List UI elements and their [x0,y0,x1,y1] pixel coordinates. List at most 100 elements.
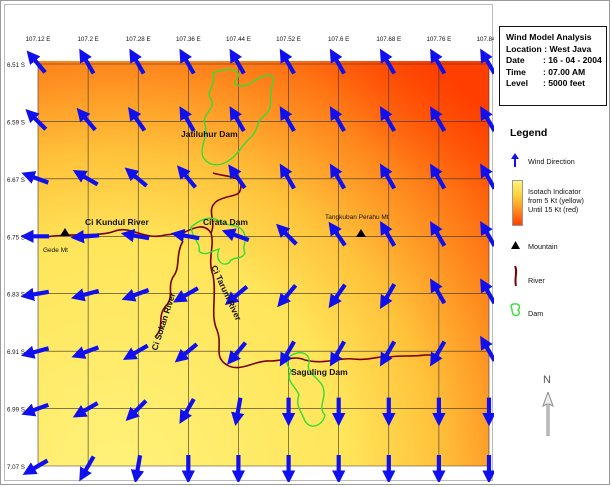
lat-tick-label: 7.07 S [7,464,25,471]
isotach-field-red-overlay [38,61,489,466]
wind-arrow [227,341,248,365]
wind-arrow [124,167,148,188]
north-arrow-icon [542,392,554,436]
wind-arrow [176,165,198,189]
wind-arrow [71,288,100,302]
mountain-legend-icon [511,241,520,249]
cirata-dam-label: Cirata Dam [203,217,248,227]
wind-arrow [70,229,100,244]
wind-arrow [480,48,494,75]
wind-arrow [26,50,47,74]
wind-arrow [379,283,397,310]
wind-arrow [328,283,347,309]
tangkuban-perahu-mt-label: Tangkuban Perahu Mt [325,214,389,221]
wind-arrow [221,228,250,242]
cirata-dam-outline [190,217,246,265]
legend-isotach-line3: Until 15 Kt (red) [528,205,579,214]
wind-arrow [22,458,49,475]
wind-arrow [120,228,150,243]
wind-arrow [179,397,196,424]
wind-arrow [231,397,245,427]
ci-sokan-river-line [154,240,184,338]
wind-arrow [279,340,296,367]
info-level-row: Level: 5000 feet [506,78,606,90]
wind-arrow [379,163,397,190]
ci-kundul-river-label: Ci Kundul River [85,217,149,227]
legend-river-label: River [528,276,545,285]
lon-tick-label: 107.36 E [176,36,201,43]
wind-arrow [379,220,397,247]
wind-arrow [20,287,50,302]
wind-arrow [279,163,296,190]
saguling-dam-outline [286,352,326,427]
lon-tick-label: 107.52 E [276,36,301,43]
info-level-value: 5000 feet [548,78,586,89]
wind-arrow [170,228,200,243]
legend-mountain-label: Mountain [528,242,558,251]
lon-tick-label: 107.76 E [426,36,451,43]
wind-arrow [430,340,447,367]
wind-direction-legend-icon [511,153,519,167]
coordinate-ticks: 107.12 E 107.2 E 107.28 E 107.36 E 107.44 E 1… [7,36,494,471]
lon-tick-label: 107.68 E [376,36,401,43]
wind-map[interactable]: 107.12 E 107.2 E 107.28 E 107.36 E 107.44 E 1… [5,5,494,482]
wind-arrow [21,171,50,185]
wind-arrow [229,48,246,75]
info-time-sep: : [543,66,549,77]
map-panel[interactable]: 107.12 E 107.2 E 107.28 E 107.36 E 107.44 E 1… [4,4,494,482]
wind-arrow [277,283,298,308]
wind-arrow [430,48,447,75]
wind-arrow [79,48,96,75]
info-location-value: West Java [549,43,592,54]
wind-arrow [179,106,196,133]
info-time-row: Time: 07.00 AM [506,67,606,79]
info-date-value: 16 - 04 - 2004 [548,55,602,66]
legend-wind-direction-label: Wind Direction [528,157,575,166]
lat-tick-label: 6.99 S [7,407,25,414]
info-location-row: Location : West Java [506,44,606,56]
wind-arrow [121,288,150,302]
wind-arrow [430,106,447,133]
wind-arrow [72,401,99,418]
lon-tick-label: 107.12 E [26,36,51,43]
lat-tick-label: 6.59 S [7,119,25,126]
info-title: Wind Model Analysis [506,32,592,42]
saguling-dam-label: Saguling Dam [291,367,348,377]
ci-tarum-river-line [182,226,437,369]
lat-tick-label: 6.51 S [7,62,25,69]
dam-outlines [190,68,326,427]
wind-arrow [125,399,148,422]
wind-arrow [172,286,199,303]
wind-arrow [276,223,298,246]
isotach-legend-swatch [512,180,523,226]
wind-arrow [329,48,347,75]
gede-mt-marker [60,228,70,236]
wind-arrow [480,163,494,190]
wind-arrow [128,106,147,132]
info-date-row: Date: 16 - 04 - 2004 [506,55,606,67]
lon-tick-label: 107.84 E [477,36,494,43]
wind-arrow [179,48,196,75]
dam-legend-icon [510,303,521,317]
legend-isotach-line1: Isotach Indicator [528,187,581,196]
info-date-sep: : [543,55,549,66]
wind-arrow [430,163,447,190]
wind-arrow [430,278,447,305]
wind-arrow [79,455,96,482]
info-time-value: 07.00 AM [548,66,586,77]
wind-arrow [229,106,246,133]
wind-arrows [20,48,494,482]
lat-tick-label: 6.83 S [7,292,25,299]
legend-isotach-line2: from 5 Kt (yellow) [528,196,584,205]
wind-arrow [71,345,100,359]
wind-arrow [379,106,397,133]
wind-arrow [130,454,145,482]
wind-arrow [122,343,149,360]
legend-title: Legend [510,127,548,139]
wind-arrow [228,164,247,190]
lon-tick-label: 107.2 E [77,36,98,43]
info-level-sep: : [543,78,549,89]
wind-arrow [20,345,50,359]
lat-tick-label: 6.75 S [7,234,25,241]
wind-arrow [21,402,50,417]
